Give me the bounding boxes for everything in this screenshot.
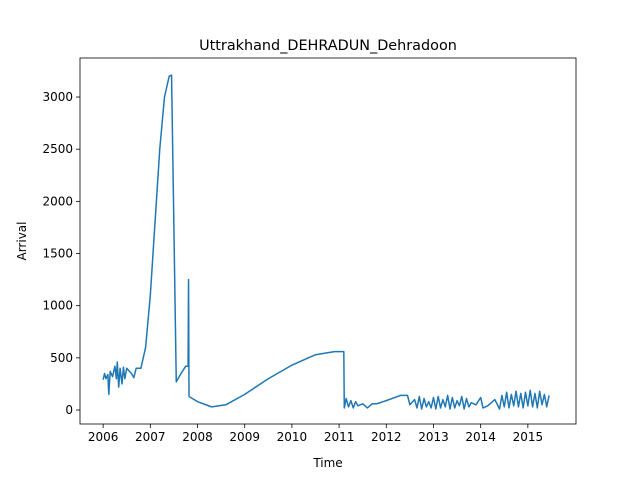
y-tick-label: 2000 xyxy=(42,194,73,208)
x-tick-label: 2010 xyxy=(277,430,308,444)
y-tick-label: 3000 xyxy=(42,90,73,104)
x-tick-label: 2009 xyxy=(229,430,260,444)
y-tick-label: 2500 xyxy=(42,142,73,156)
x-tick-label: 2007 xyxy=(135,430,166,444)
y-tick-label: 1500 xyxy=(42,247,73,261)
data-line xyxy=(102,74,550,410)
x-axis-label: Time xyxy=(312,456,342,470)
x-tick-label: 2014 xyxy=(465,430,496,444)
y-tick-label: 500 xyxy=(50,351,73,365)
x-tick-label: 2008 xyxy=(182,430,213,444)
chart-title: Uttrakhand_DEHRADUN_Dehradoon xyxy=(199,38,457,54)
x-tick-label: 2015 xyxy=(513,430,544,444)
y-axis-label: Arrival xyxy=(15,222,29,261)
x-tick-label: 2013 xyxy=(418,430,449,444)
x-tick-label: 2011 xyxy=(324,430,355,444)
x-tick-label: 2012 xyxy=(371,430,402,444)
plot-frame xyxy=(79,57,577,425)
x-tick-label: 2006 xyxy=(88,430,119,444)
y-tick-label: 1000 xyxy=(42,299,73,313)
y-tick-label: 0 xyxy=(65,403,73,417)
